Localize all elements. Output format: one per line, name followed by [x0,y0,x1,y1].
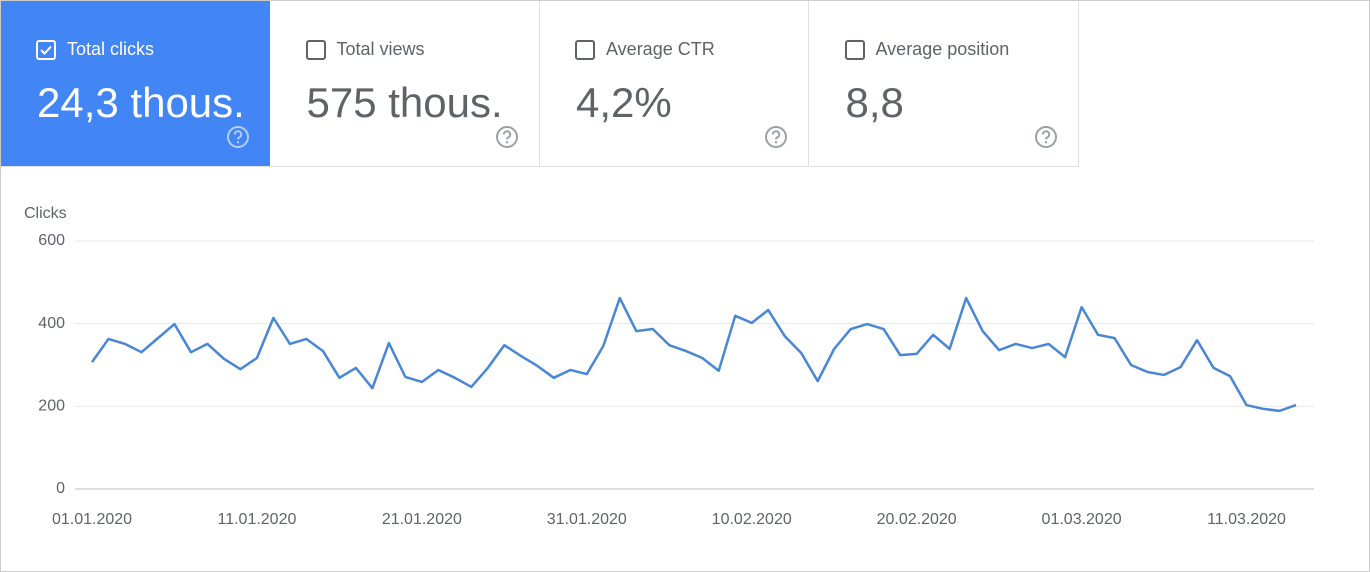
x-tick-label: 11.03.2020 [1207,511,1286,528]
y-tick-label: 0 [56,480,65,497]
x-tick-label: 10.02.2020 [712,511,792,528]
checkbox[interactable] [844,40,865,60]
x-tick-label: 20.02.2020 [877,511,957,528]
metric-value: 575 thous. [306,79,503,126]
x-tick-label: 11.01.2020 [217,511,296,528]
checkbox[interactable] [36,40,56,60]
checkbox[interactable] [575,40,595,60]
checkbox[interactable] [305,40,326,60]
metric-label: Average CTR [606,39,715,59]
metric-value: 24,3 thous. [37,79,245,126]
metric-card[interactable]: Total clicks 24,3 thous. [1,1,270,167]
x-tick-label: 01.03.2020 [1042,511,1122,528]
x-tick-label: 31.01.2020 [547,511,627,528]
help-icon[interactable] [495,125,519,149]
y-tick-label: 400 [38,315,65,332]
metric-label: Average position [875,39,1010,59]
chart: Clicks 0 200 400 600 01.01.2020 11.01.2020 21.… [24,205,1314,528]
metric-card[interactable]: Total views 575 thous. [270,1,540,167]
y-axis-label: Clicks [24,205,67,222]
metric-card[interactable]: Average position 8,8 [809,1,1079,167]
metric-label: Total views [336,39,425,59]
line-series [90,296,1297,413]
help-icon[interactable] [1034,125,1058,149]
help-icon[interactable] [226,125,250,149]
metric-label: Total clicks [67,39,155,59]
metric-value: 4,2% [576,79,672,126]
y-tick-label: 600 [38,232,65,249]
metric-card[interactable]: Average CTR 4,2% [540,1,809,167]
x-tick-label: 21.01.2020 [382,511,462,528]
y-tick-label: 200 [38,398,65,415]
metric-value: 8,8 [845,79,904,126]
help-icon[interactable] [764,125,788,149]
x-tick-label: 01.01.2020 [52,511,132,528]
